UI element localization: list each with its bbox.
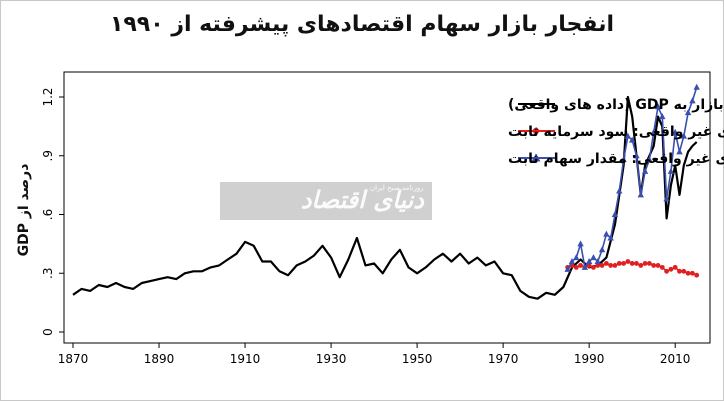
series-point — [672, 264, 678, 270]
series-point — [573, 254, 580, 261]
series-point — [611, 211, 619, 217]
series-point — [607, 234, 614, 241]
legend-marker — [532, 127, 540, 135]
series-point — [595, 263, 601, 268]
series-point — [616, 261, 622, 266]
series-point — [581, 263, 589, 270]
series-point — [564, 265, 571, 272]
series-point — [633, 152, 640, 159]
x-tick-label: 1890 — [144, 352, 175, 366]
series-point — [664, 268, 669, 274]
y-tick-label: .3 — [41, 268, 55, 279]
series-point — [667, 167, 675, 174]
series-point — [671, 128, 679, 135]
x-tick-label: 1870 — [58, 352, 89, 366]
series-point — [694, 272, 700, 278]
x-tick-label: 1950 — [402, 352, 433, 366]
series-point — [685, 270, 691, 276]
series-point — [568, 258, 576, 264]
x-tick-label: 1910 — [230, 352, 261, 366]
legend-marker — [531, 153, 541, 162]
y-tick-label: .9 — [41, 150, 55, 161]
watermark-text: دنیای اقتصاد — [300, 186, 424, 214]
series-point — [676, 148, 683, 155]
series-point — [654, 103, 662, 110]
series-point — [655, 263, 661, 268]
series-point — [590, 254, 597, 261]
series-point — [680, 132, 687, 139]
x-tick-label: 2010 — [660, 352, 691, 366]
legend-label-2: داده های غیر واقعی: سود سرمایه ثابت — [508, 124, 724, 140]
series-point — [681, 268, 687, 274]
chart-title: انفجار بازار سهام اقتصادهای پیشرفته از ۱… — [109, 12, 615, 37]
series-point — [651, 263, 657, 268]
x-tick-label: 1990 — [574, 352, 605, 366]
series-point — [659, 264, 665, 270]
legend-label-1: ارزش بازار به GDP (داده های واقعی) — [508, 97, 724, 113]
x-tick-label: 1970 — [488, 352, 519, 366]
plot-area — [72, 83, 700, 300]
series-point — [620, 156, 627, 163]
watermark-subtext: روزنامه صبح ایران — [370, 184, 424, 192]
series-point — [578, 263, 583, 268]
series-point — [577, 240, 584, 247]
series-point — [612, 263, 618, 268]
series-point — [677, 268, 682, 274]
series-point — [646, 156, 653, 163]
series-point — [573, 264, 579, 270]
series-point — [629, 261, 635, 266]
series-point — [650, 128, 657, 135]
series-point — [642, 261, 648, 266]
axes: 0 .3 .6 .9 1.2 1870 1890 1910 1930 1950 1970 1990 20… — [41, 71, 711, 366]
y-tick-label: 1.2 — [41, 87, 55, 106]
series-point — [641, 167, 649, 174]
series-point — [663, 195, 670, 202]
series-point — [668, 266, 674, 272]
series-point — [621, 261, 626, 266]
plot-border — [63, 71, 711, 344]
series-point — [689, 97, 696, 104]
series-point — [689, 270, 695, 276]
series-point — [634, 261, 639, 266]
series-point — [603, 230, 610, 237]
y-tick-label: 0 — [41, 328, 55, 336]
x-tick-label: 1930 — [316, 352, 347, 366]
series-point — [624, 132, 632, 139]
series-point — [616, 187, 623, 194]
legend: ارزش بازار به GDP (داده های واقعی) داده ه… — [508, 97, 724, 167]
watermark-logo: روزنامه صبح ایران دنیای اقتصاد — [220, 182, 432, 220]
series-point — [608, 263, 614, 268]
series-point — [637, 191, 644, 198]
series-point — [625, 259, 631, 264]
series-point — [603, 261, 609, 266]
series-point — [646, 261, 652, 266]
series-point — [594, 258, 601, 264]
series-point — [598, 246, 606, 253]
series-point — [659, 113, 666, 120]
series-point — [591, 264, 596, 270]
series-point — [628, 136, 636, 143]
legend-label-3: داده های غیر واقعی: مقدار سهام ثابت — [508, 151, 724, 167]
y-tick-label: .6 — [41, 209, 55, 220]
series-point — [599, 263, 605, 268]
series-point — [693, 83, 700, 90]
series-point — [585, 258, 593, 264]
series-point — [638, 263, 644, 268]
series-point — [684, 109, 692, 116]
